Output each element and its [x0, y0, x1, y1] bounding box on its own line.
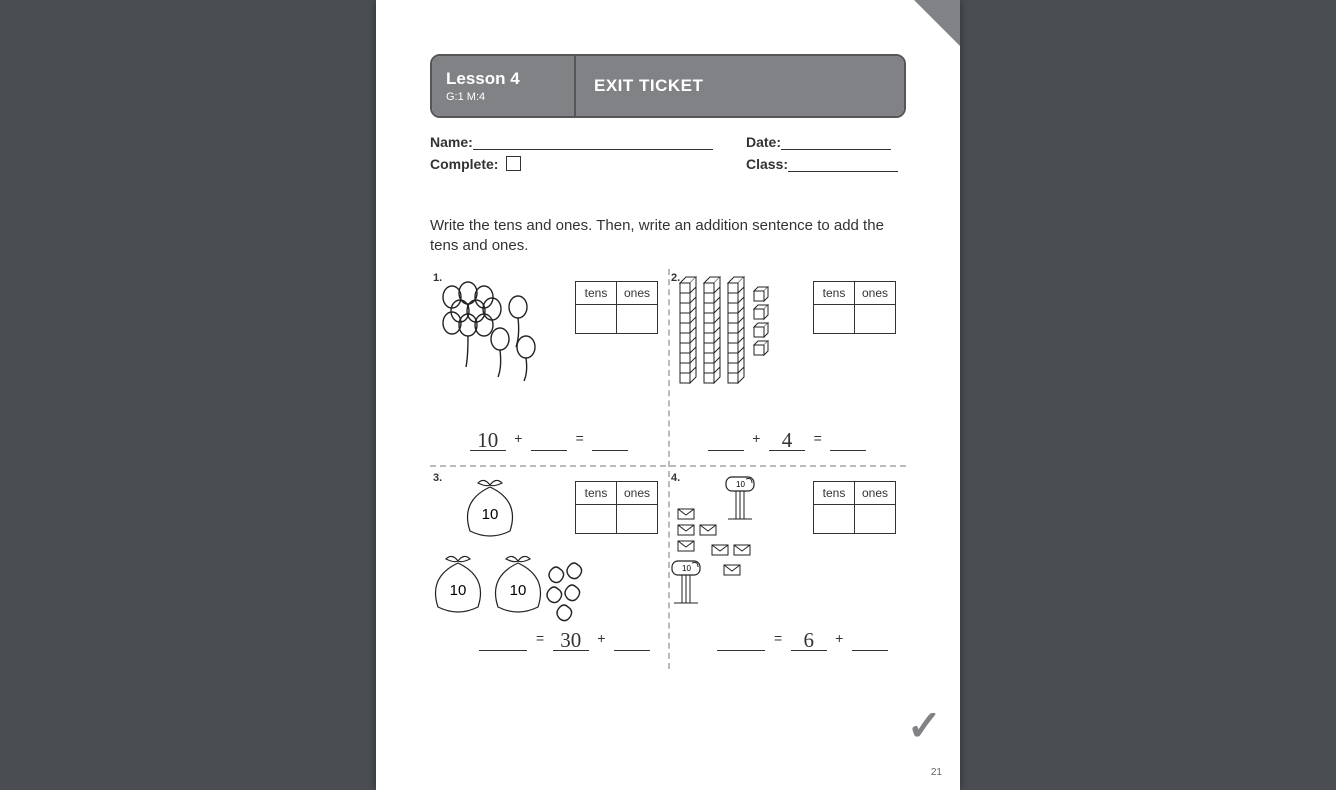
problems-grid: 1.: [430, 269, 906, 669]
equation-value: 10: [470, 428, 506, 451]
class-field[interactable]: [788, 157, 898, 172]
tens-ones-table: tensones: [813, 481, 896, 534]
plus-icon: +: [597, 630, 605, 646]
checkmark-icon: ✓: [907, 701, 942, 750]
grade-module: G:1 M:4: [446, 91, 574, 103]
equation-value: 4: [769, 428, 805, 451]
ones-header: ones: [617, 281, 658, 304]
page-number: 21: [931, 767, 942, 778]
cubes-icon: [674, 275, 804, 395]
tens-cell[interactable]: [814, 504, 855, 533]
tens-header: tens: [576, 481, 617, 504]
problem-4: 4. 10: [668, 469, 906, 665]
tens-cell[interactable]: [814, 304, 855, 333]
complete-checkbox[interactable]: [506, 156, 521, 171]
class-label: Class:: [746, 156, 788, 172]
plus-icon: +: [514, 430, 522, 446]
equals-icon: =: [576, 430, 584, 446]
lesson-number: Lesson 4: [446, 69, 574, 89]
plus-icon: +: [752, 430, 760, 446]
tens-cell[interactable]: [576, 304, 617, 333]
equation-blank[interactable]: [479, 628, 527, 651]
problem-3: 3. 10 10: [430, 469, 668, 665]
svg-text:10: 10: [482, 506, 499, 523]
svg-text:10: 10: [736, 480, 745, 489]
equation-blank[interactable]: [614, 628, 650, 651]
name-field[interactable]: [473, 135, 713, 150]
svg-text:10: 10: [510, 582, 527, 599]
svg-text:10: 10: [450, 582, 467, 599]
equation-blank[interactable]: [830, 428, 866, 451]
header-bar: Lesson 4 G:1 M:4 EXIT TICKET: [430, 54, 906, 118]
equals-icon: =: [814, 430, 822, 446]
ones-cell[interactable]: [855, 304, 896, 333]
ones-cell[interactable]: [855, 504, 896, 533]
problem-1: 1.: [430, 269, 668, 465]
plus-icon: +: [835, 630, 843, 646]
ones-cell[interactable]: [617, 304, 658, 333]
tens-ones-table: tensones: [575, 481, 658, 534]
equation: 10 + =: [430, 428, 668, 451]
equation-value: 6: [791, 628, 827, 651]
viewport: Lesson 4 G:1 M:4 EXIT TICKET Name: Date:…: [0, 0, 1336, 790]
tens-header: tens: [814, 281, 855, 304]
tens-ones-table: tensones: [813, 281, 896, 334]
name-label: Name:: [430, 134, 473, 150]
date-field[interactable]: [781, 135, 891, 150]
equation: = 6 +: [668, 628, 906, 651]
date-label: Date:: [746, 134, 781, 150]
worksheet-page: Lesson 4 G:1 M:4 EXIT TICKET Name: Date:…: [376, 0, 960, 790]
equation: + 4 =: [668, 428, 906, 451]
equation-blank[interactable]: [531, 428, 567, 451]
ones-cell[interactable]: [617, 504, 658, 533]
equation-blank[interactable]: [708, 428, 744, 451]
tens-header: tens: [576, 281, 617, 304]
ones-header: ones: [855, 481, 896, 504]
info-row-2: Complete: Class:: [430, 156, 906, 172]
ones-header: ones: [855, 281, 896, 304]
corner-triangle-icon: [914, 0, 960, 46]
equation-blank[interactable]: [852, 628, 888, 651]
tens-cell[interactable]: [576, 504, 617, 533]
svg-text:10: 10: [682, 564, 691, 573]
equation-blank[interactable]: [592, 428, 628, 451]
balloons-icon: [430, 277, 560, 387]
problem-2: 2.: [668, 269, 906, 465]
header-lesson: Lesson 4 G:1 M:4: [432, 56, 576, 116]
equation-value: 30: [553, 628, 589, 651]
complete-label: Complete:: [430, 156, 498, 172]
equation: = 30 +: [430, 628, 668, 651]
equation-blank[interactable]: [717, 628, 765, 651]
ones-header: ones: [617, 481, 658, 504]
info-row-1: Name: Date:: [430, 134, 906, 150]
equals-icon: =: [774, 630, 782, 646]
instructions: Write the tens and ones. Then, write an …: [430, 216, 906, 257]
equals-icon: =: [536, 630, 544, 646]
tens-header: tens: [814, 481, 855, 504]
tens-ones-table: tensones: [575, 281, 658, 334]
header-title: EXIT TICKET: [576, 56, 904, 116]
